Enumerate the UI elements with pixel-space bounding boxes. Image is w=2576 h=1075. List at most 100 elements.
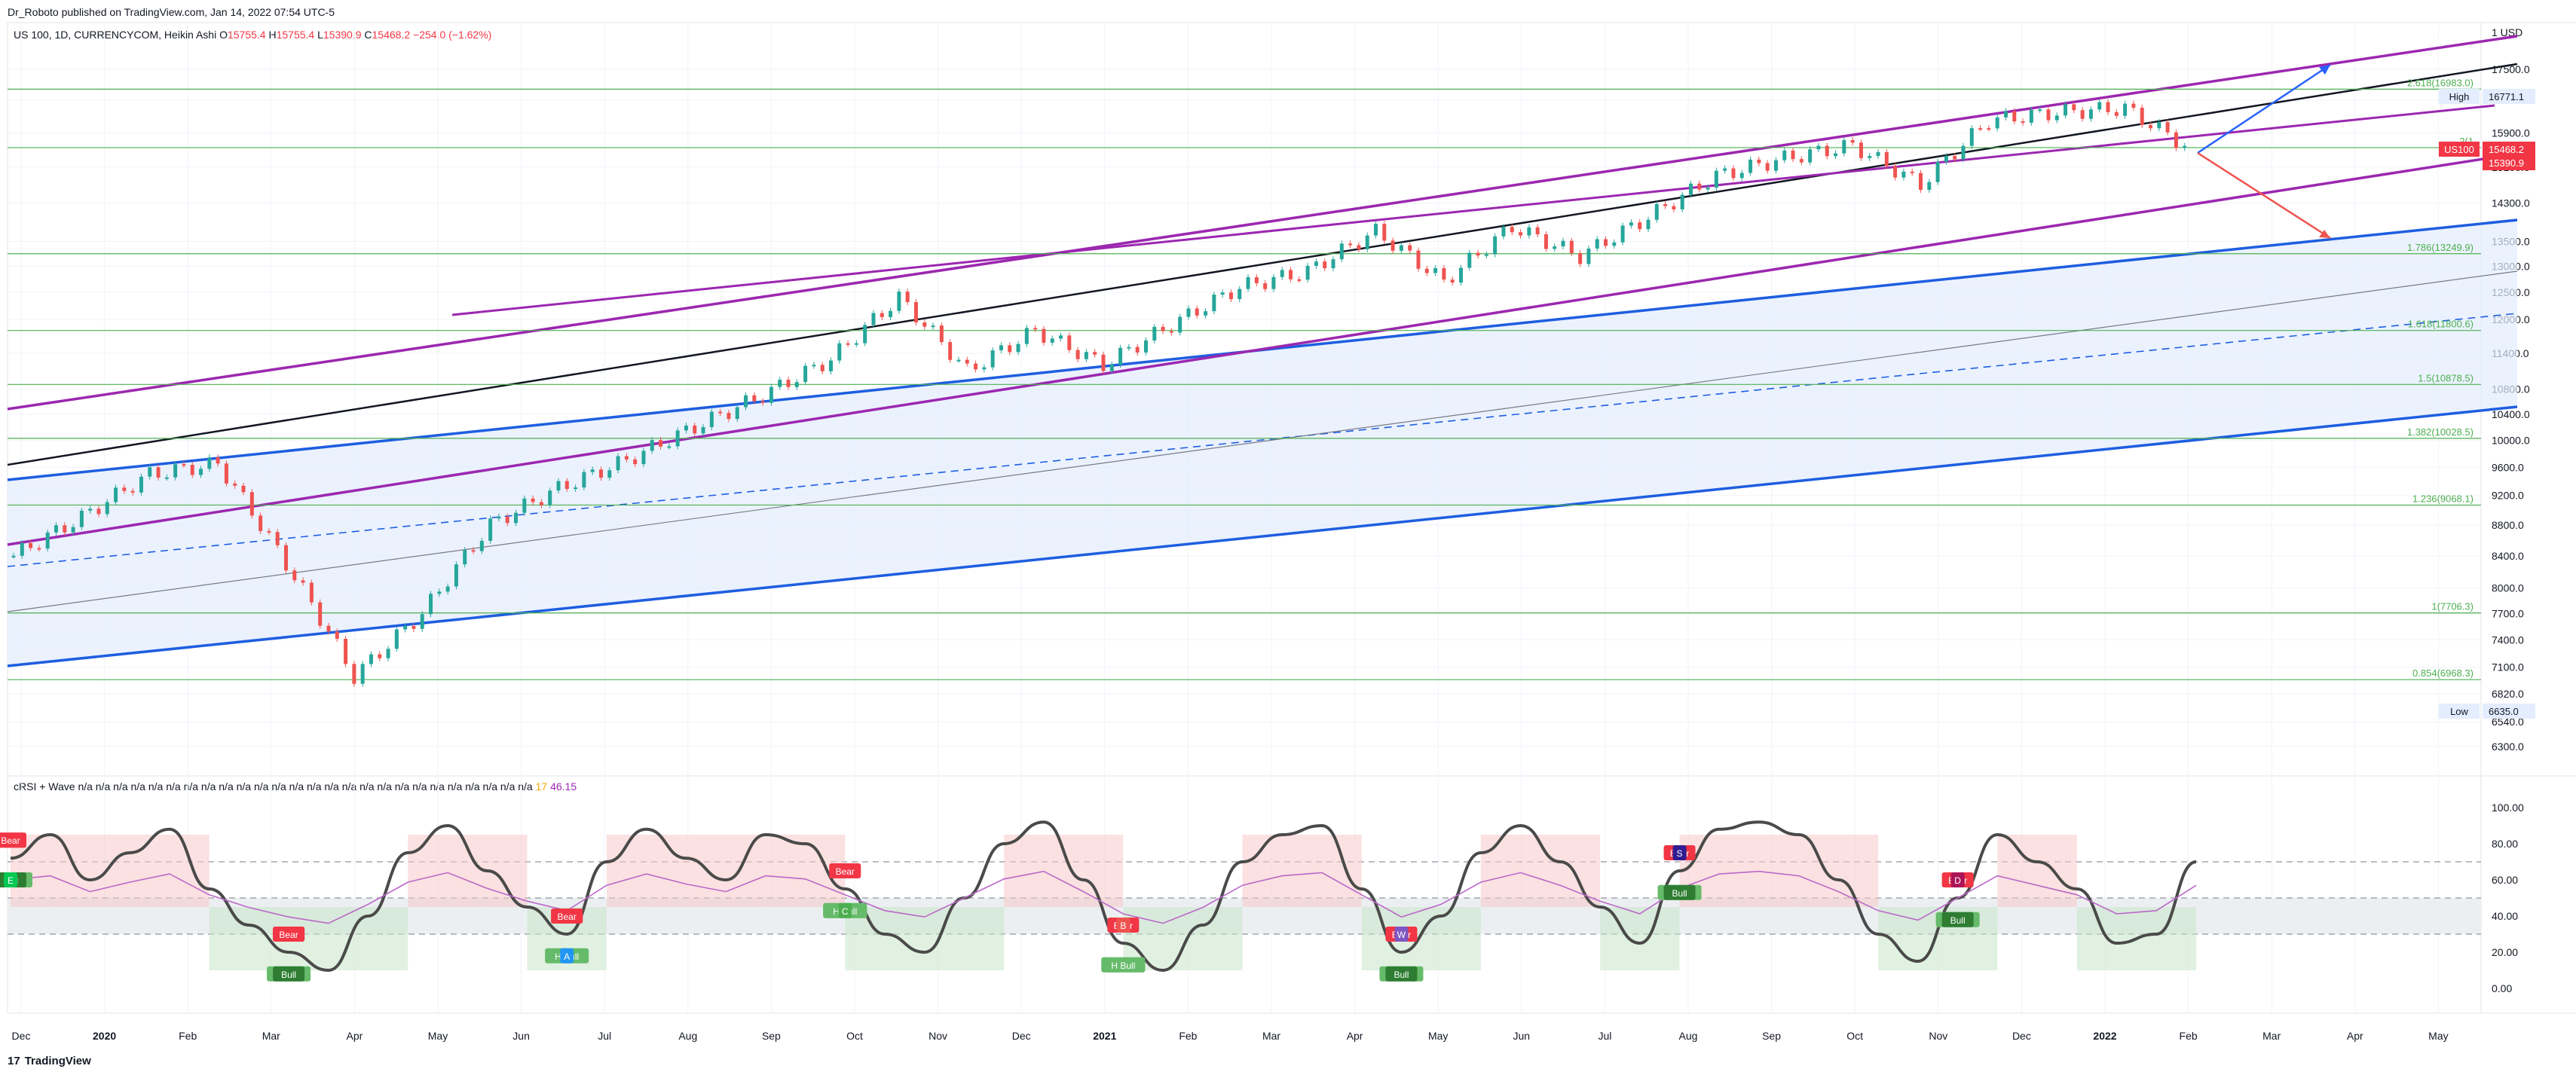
- symbol-name: US 100, 1D, CURRENCYCOM, Heikin Ashi: [14, 29, 217, 41]
- wave-cloud: [2156, 907, 2196, 970]
- candle-body: [207, 457, 212, 469]
- ohlc-close: 15468.2: [372, 29, 411, 41]
- candle-body: [2038, 109, 2042, 111]
- wave-cloud: [1043, 835, 1084, 907]
- candle-body: [1365, 235, 1369, 249]
- candle-body: [326, 625, 331, 632]
- wave-cloud: [1719, 835, 1759, 907]
- signal-badge-label: S: [1677, 848, 1683, 859]
- candle-body: [2072, 104, 2076, 111]
- wave-cloud: [1083, 835, 1124, 907]
- signal-badge: [273, 966, 305, 982]
- fib-level-label: 1.382(10028.5): [2407, 426, 2474, 438]
- wave-cloud: [1242, 835, 1283, 907]
- candle-body: [1765, 163, 1770, 171]
- candle-body: [1399, 245, 1403, 251]
- candle-body: [812, 365, 816, 367]
- price-label-value: 15468.2: [2489, 144, 2524, 155]
- candle-body: [233, 483, 237, 486]
- candle-body: [2140, 108, 2144, 125]
- candle-body: [105, 502, 109, 515]
- signal-badge-label: Bull: [281, 970, 296, 980]
- candle-body: [1825, 145, 1829, 157]
- wave-cloud: [1759, 835, 1799, 907]
- channel-lower-line: [7, 152, 2518, 546]
- candle-body: [598, 469, 603, 478]
- candle-body: [344, 638, 348, 664]
- signal-badge-label: D: [1954, 875, 1961, 886]
- candle-body: [1884, 151, 1889, 166]
- candle-body: [2174, 132, 2178, 148]
- candle-body: [607, 470, 612, 478]
- candle-body: [1024, 328, 1029, 344]
- candle-body: [1314, 261, 1318, 266]
- time-tick-label: Nov: [929, 1030, 947, 1042]
- time-tick-label: Apr: [1347, 1030, 1363, 1042]
- candle-body: [292, 570, 297, 581]
- signal-badge: [1663, 884, 1696, 900]
- candle-body: [1791, 150, 1795, 160]
- candle-body: [1944, 156, 1948, 162]
- oscillator-value-2: 46.15: [550, 780, 577, 793]
- candle-body: [1450, 279, 1455, 283]
- wave-cloud: [726, 835, 766, 907]
- candle-body: [1390, 240, 1395, 251]
- signal-badge-label: Bull: [1672, 888, 1687, 899]
- candle-body: [522, 498, 527, 513]
- signal-badge-label: Bear: [1, 835, 20, 846]
- candle-body: [1680, 194, 1684, 209]
- candle-body: [267, 530, 271, 533]
- osc-tick-label: 60.00: [2492, 874, 2518, 886]
- wave-cloud: [209, 907, 249, 970]
- price-tick-label: 9200.0: [2492, 490, 2524, 502]
- candle-body: [1067, 335, 1072, 350]
- candle-body: [249, 492, 254, 516]
- publisher-text: Dr_Roboto published on TradingView.com, …: [8, 6, 335, 18]
- candle-body: [318, 602, 323, 626]
- wave-cloud: [1480, 835, 1521, 907]
- candle-body: [2157, 122, 2161, 129]
- candle-body: [1893, 166, 1898, 178]
- candle-body: [1152, 326, 1157, 341]
- candle-body: [786, 380, 791, 387]
- candle-body: [1093, 352, 1097, 355]
- channel-mid-line: [7, 63, 2518, 466]
- time-tick-label: Jun: [512, 1030, 530, 1042]
- wave-cloud: [1163, 907, 1203, 970]
- candle-body: [1706, 188, 1710, 190]
- candle-body: [1519, 232, 1523, 236]
- signal-badge-label: A: [564, 951, 570, 962]
- candle-body: [275, 532, 280, 545]
- candle-body: [735, 407, 739, 420]
- candle-body: [1305, 265, 1310, 280]
- candle-body: [411, 626, 416, 629]
- wave-cloud: [2037, 835, 2077, 907]
- osc-tick-label: 40.00: [2492, 910, 2518, 922]
- price-tick-label: 6820.0: [2492, 688, 2524, 700]
- candle-body: [564, 481, 569, 489]
- candle-body: [1228, 292, 1233, 300]
- candle-body: [1646, 219, 1651, 230]
- candle-body: [1731, 168, 1736, 179]
- candle-body: [871, 313, 876, 325]
- candle-body: [752, 395, 757, 402]
- candle-body: [1723, 168, 1727, 171]
- candle-body: [139, 476, 143, 493]
- candle-body: [1535, 227, 1540, 235]
- fib-level-label: 1.5(10878.5): [2418, 372, 2474, 383]
- candle-body: [1629, 222, 1633, 226]
- candle-body: [71, 527, 75, 533]
- candle-body: [1467, 252, 1472, 268]
- candle-body: [1416, 250, 1421, 269]
- time-tick-label: Jul: [598, 1030, 611, 1042]
- ohlc-high: 15755.4: [276, 29, 315, 41]
- candle-body: [939, 325, 944, 343]
- fib-level-label: 2.618(16983.0): [2407, 77, 2474, 88]
- time-tick-label: Apr: [347, 1030, 363, 1042]
- ohlc-low-label: L: [317, 29, 323, 41]
- wave-cloud: [1322, 835, 1362, 907]
- candle-body: [2088, 109, 2093, 119]
- time-tick-label: Feb: [179, 1030, 197, 1042]
- candle-body: [1757, 159, 1761, 163]
